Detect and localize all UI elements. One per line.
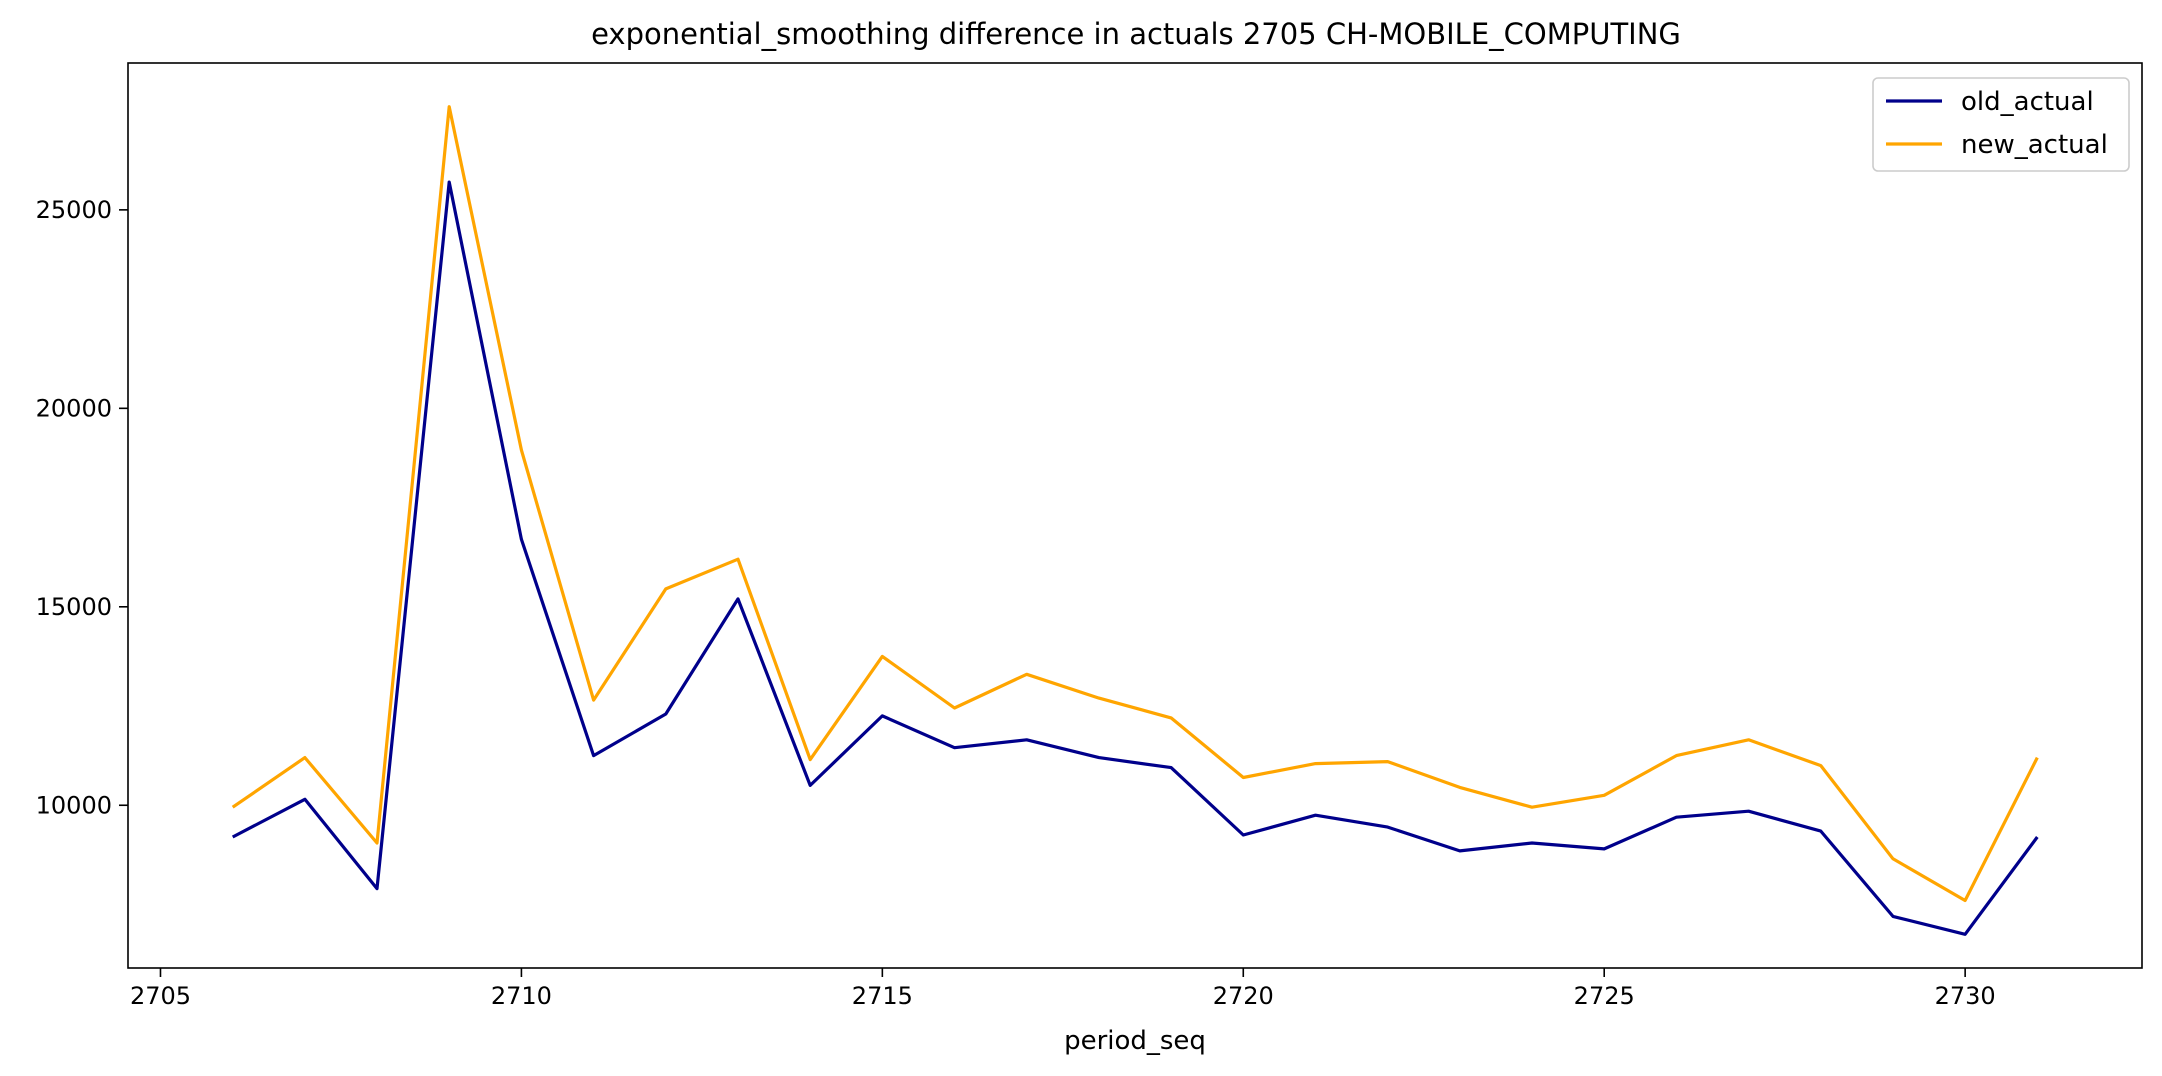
series-line-old_actual [231,180,2039,936]
x-tick-label: 2730 [1935,982,1996,1010]
x-tick-label: 2715 [852,982,913,1010]
y-tick-label: 25000 [36,196,112,224]
x-axis-ticks: 2705 2710 2715 2720 2725 2730 [130,968,1996,1010]
series-line-new_actual [231,105,2039,903]
y-tick-label: 20000 [36,394,112,422]
legend-label: new_actual [1961,130,2108,160]
x-tick-label: 2720 [1213,982,1274,1010]
series-lines [231,105,2039,936]
y-tick-label: 15000 [36,593,112,621]
legend-label: old_actual [1961,87,2094,117]
x-axis-label: period_seq [1064,1026,1206,1056]
legend: old_actual new_actual [1872,77,2130,172]
chart-title: exponential_smoothing difference in actu… [591,17,1681,51]
x-tick-label: 2725 [1574,982,1635,1010]
y-tick-label: 10000 [36,791,112,819]
plot-area [127,62,2143,969]
y-axis-ticks: 10000 15000 20000 25000 [36,196,128,819]
x-tick-label: 2710 [491,982,552,1010]
x-tick-label: 2705 [130,982,191,1010]
